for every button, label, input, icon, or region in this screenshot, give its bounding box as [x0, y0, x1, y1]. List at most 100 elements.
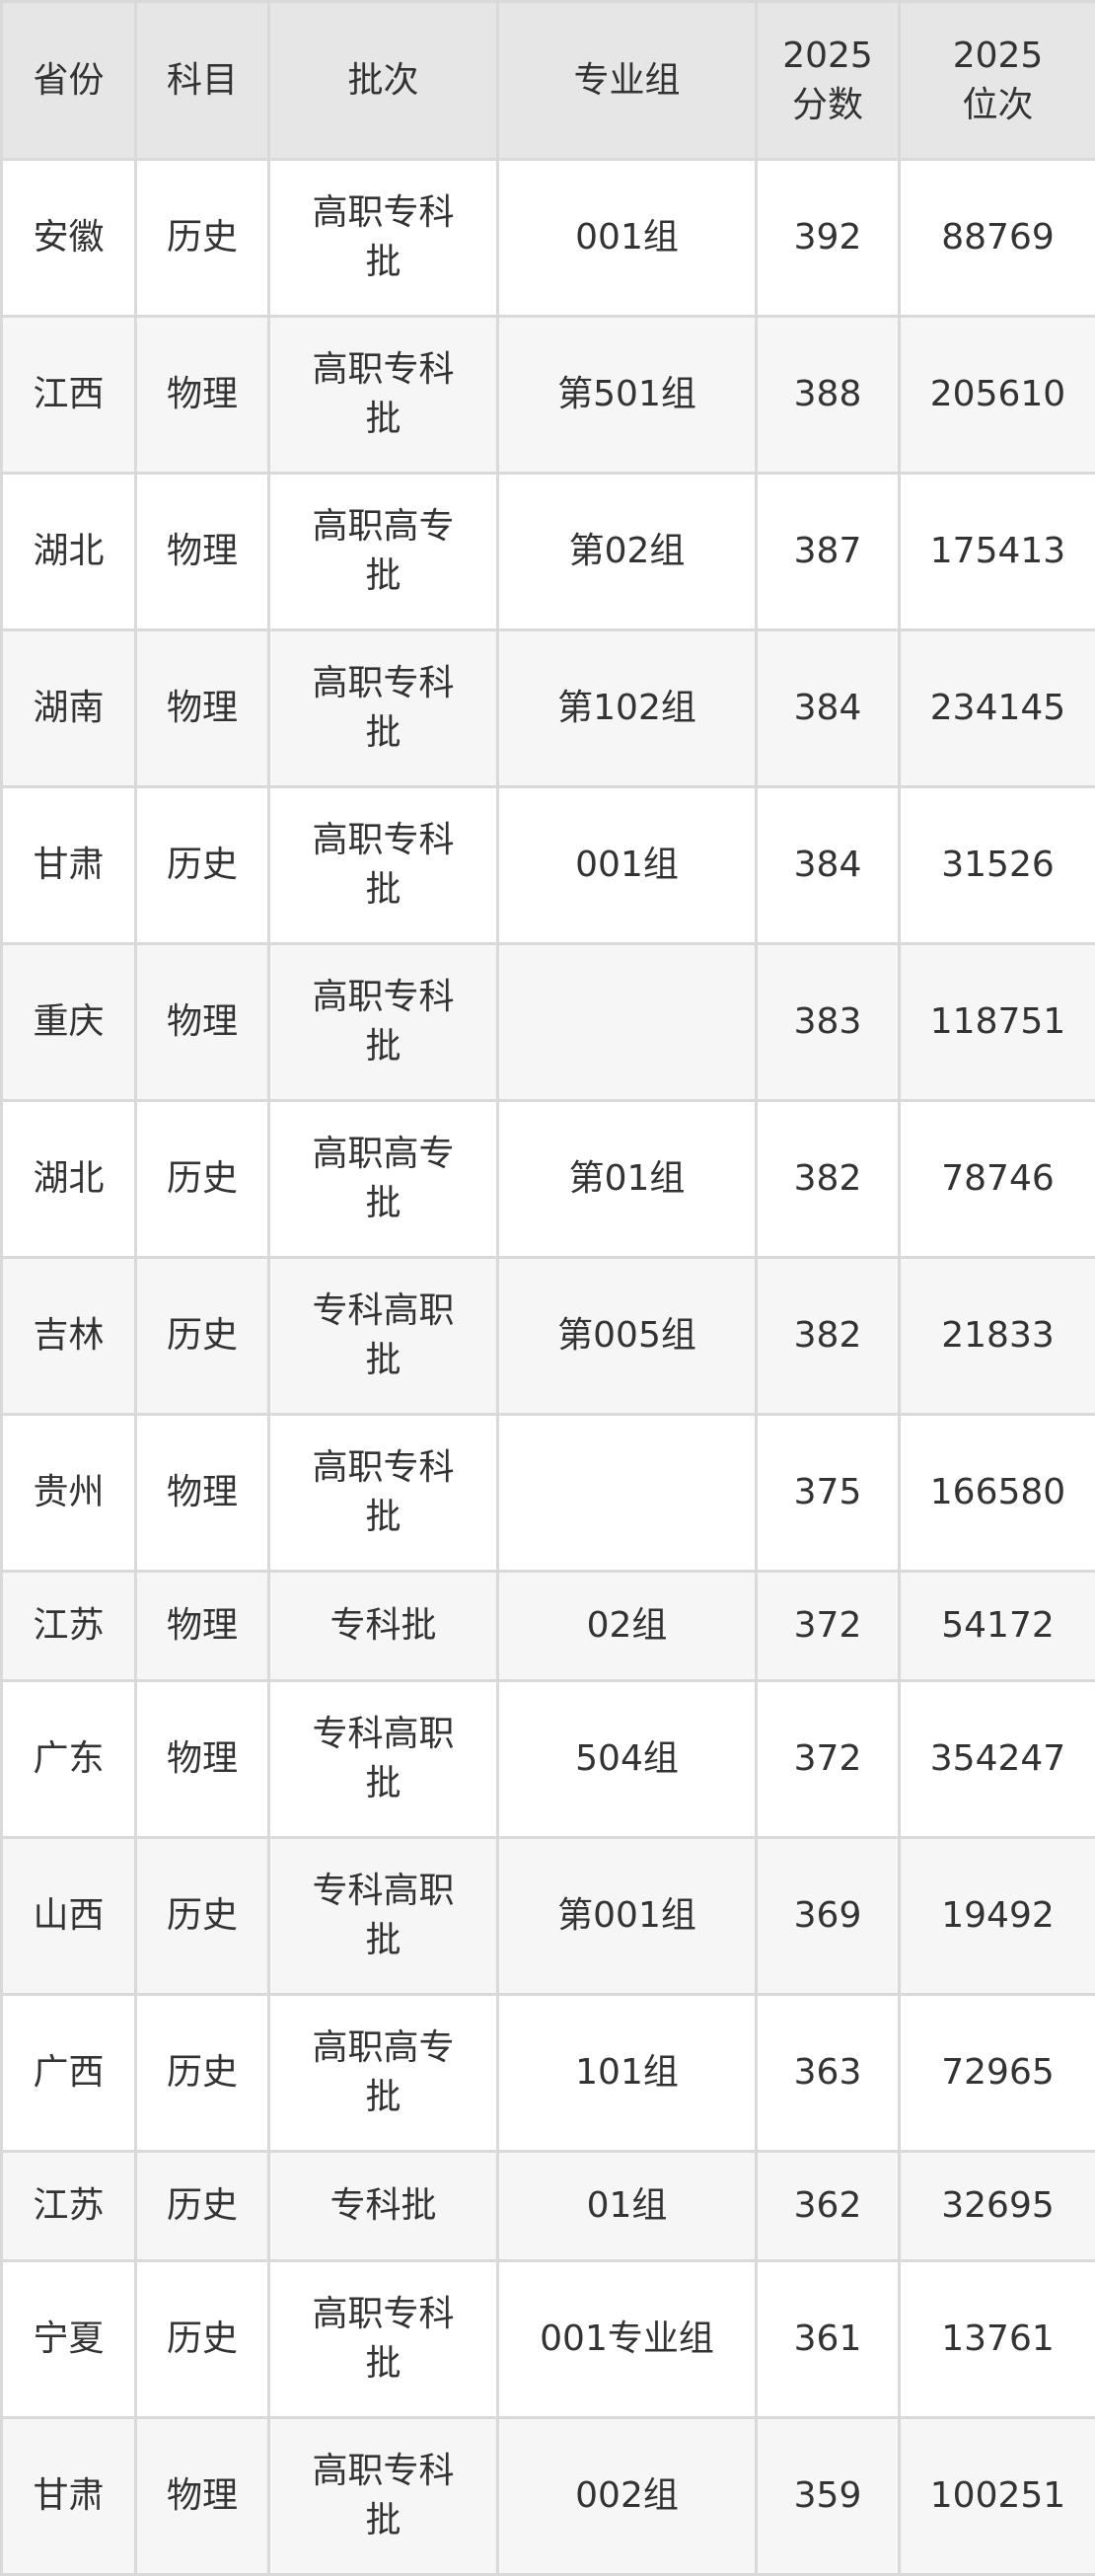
cell-batch: 高职专科批: [269, 160, 498, 317]
cell-group: 001组: [498, 787, 757, 944]
cell-province: 江西: [2, 317, 136, 474]
cell-subject: 历史: [136, 1101, 269, 1258]
cell-rank: 166580: [900, 1415, 1095, 1572]
cell-batch: 高职高专批: [269, 1995, 498, 2152]
cell-batch: 专科高职批: [269, 1681, 498, 1838]
cell-province: 重庆: [2, 944, 136, 1101]
cell-batch: 高职专科批: [269, 787, 498, 944]
cell-group: 第102组: [498, 630, 757, 787]
cell-score: 375: [757, 1415, 900, 1572]
cell-score: 372: [757, 1572, 900, 1681]
cell-subject: 历史: [136, 1258, 269, 1415]
cell-score: 383: [757, 944, 900, 1101]
cell-province: 甘肃: [2, 2418, 136, 2575]
cell-province: 安徽: [2, 160, 136, 317]
cell-batch: 专科高职批: [269, 1258, 498, 1415]
cell-group: 第01组: [498, 1101, 757, 1258]
cell-rank: 19492: [900, 1838, 1095, 1995]
cell-group: 02组: [498, 1572, 757, 1681]
cell-group: 第001组: [498, 1838, 757, 1995]
cell-rank: 72965: [900, 1995, 1095, 2152]
cell-score: 384: [757, 630, 900, 787]
cell-group: 001专业组: [498, 2261, 757, 2418]
cell-rank: 234145: [900, 630, 1095, 787]
cell-subject: 物理: [136, 944, 269, 1101]
cell-rank: 100251: [900, 2418, 1095, 2575]
cell-subject: 历史: [136, 160, 269, 317]
cell-group: 第02组: [498, 474, 757, 630]
cell-province: 江苏: [2, 2152, 136, 2261]
header-rank-year: 2025: [953, 36, 1044, 76]
cell-province: 广东: [2, 1681, 136, 1838]
cell-subject: 历史: [136, 2152, 269, 2261]
cell-score: 363: [757, 1995, 900, 2152]
cell-batch: 高职专科批: [269, 317, 498, 474]
cell-province: 宁夏: [2, 2261, 136, 2418]
cell-province: 贵州: [2, 1415, 136, 1572]
cell-group: 01组: [498, 2152, 757, 2261]
cell-rank: 88769: [900, 160, 1095, 317]
cell-batch: 专科批: [269, 2152, 498, 2261]
cell-province: 湖北: [2, 1101, 136, 1258]
cell-subject: 物理: [136, 1572, 269, 1681]
cell-batch: 专科高职批: [269, 1838, 498, 1995]
cell-province: 湖南: [2, 630, 136, 787]
cell-score: 384: [757, 787, 900, 944]
cell-rank: 13761: [900, 2261, 1095, 2418]
cell-batch: 高职专科批: [269, 2418, 498, 2575]
cell-score: 362: [757, 2152, 900, 2261]
cell-group: 第501组: [498, 317, 757, 474]
header-group: 专业组: [498, 2, 757, 160]
cell-group: [498, 944, 757, 1101]
cell-batch: 高职高专批: [269, 1101, 498, 1258]
cell-group: 101组: [498, 1995, 757, 2152]
cell-rank: 78746: [900, 1101, 1095, 1258]
cell-batch: 高职高专批: [269, 474, 498, 630]
header-score-year: 2025: [782, 36, 873, 76]
cell-province: 甘肃: [2, 787, 136, 944]
cell-score: 369: [757, 1838, 900, 1995]
header-batch: 批次: [269, 2, 498, 160]
cell-province: 吉林: [2, 1258, 136, 1415]
cell-batch: 高职专科批: [269, 944, 498, 1101]
cell-rank: 205610: [900, 317, 1095, 474]
cell-rank: 118751: [900, 944, 1095, 1101]
cell-subject: 物理: [136, 1415, 269, 1572]
cell-score: 361: [757, 2261, 900, 2418]
header-province: 省份: [2, 2, 136, 160]
cell-batch: 高职专科批: [269, 2261, 498, 2418]
cell-subject: 历史: [136, 2261, 269, 2418]
header-subject: 科目: [136, 2, 269, 160]
cell-group: 第005组: [498, 1258, 757, 1415]
cell-province: 湖北: [2, 474, 136, 630]
header-rank-label: 位次: [962, 85, 1033, 125]
cell-rank: 32695: [900, 2152, 1095, 2261]
cell-province: 江苏: [2, 1572, 136, 1681]
cell-subject: 物理: [136, 474, 269, 630]
cell-group: [498, 1415, 757, 1572]
cell-score: 359: [757, 2418, 900, 2575]
cell-score: 387: [757, 474, 900, 630]
cell-subject: 物理: [136, 630, 269, 787]
cell-rank: 21833: [900, 1258, 1095, 1415]
cell-subject: 物理: [136, 1681, 269, 1838]
cell-score: 372: [757, 1681, 900, 1838]
cell-subject: 历史: [136, 787, 269, 944]
cell-subject: 物理: [136, 317, 269, 474]
cell-rank: 54172: [900, 1572, 1095, 1681]
cell-subject: 历史: [136, 1995, 269, 2152]
cell-batch: 专科批: [269, 1572, 498, 1681]
